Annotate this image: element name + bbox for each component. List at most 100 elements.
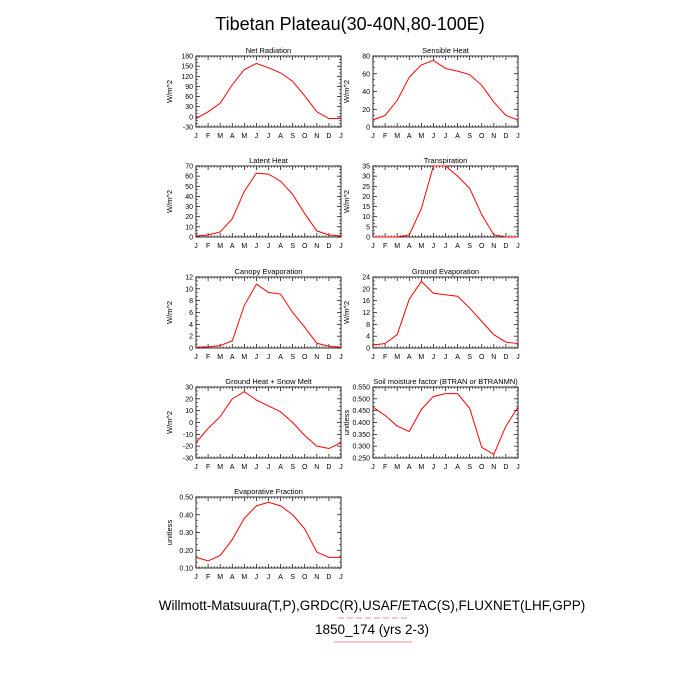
chart-8-xtick-label: J	[444, 464, 448, 471]
chart-6-xtick-label: A	[455, 354, 460, 361]
chart-9-xtick-label: F	[206, 574, 210, 581]
chart-8-xtick-label: M	[418, 464, 424, 471]
chart-5-xtick-label: D	[326, 354, 331, 361]
chart-7-frame	[195, 386, 342, 459]
chart-9-xtick-label: J	[255, 574, 259, 581]
chart-2-xtick-label: M	[394, 133, 400, 140]
chart-3-ytick-label: 0	[189, 235, 193, 242]
chart-9-xtick-label: M	[241, 574, 247, 581]
chart-3-xtick-label: D	[326, 243, 331, 250]
chart-3-ytick-label: 70	[185, 164, 193, 171]
chart-2-xtick-label: M	[418, 133, 424, 140]
chart-1-xtick-label: M	[241, 133, 247, 140]
chart-3-xtick-label: J	[267, 243, 271, 250]
footer-case-name: 1850_174 (yrs 2-3)	[315, 622, 429, 637]
chart-5-xtick-label: J	[339, 354, 343, 361]
chart-6-xtick-label: N	[491, 354, 496, 361]
chart-2-xtick-label: A	[407, 133, 412, 140]
chart-5-ytick-label: 12	[185, 275, 193, 282]
chart-9-xtick-label: N	[314, 574, 319, 581]
chart-9-xtick-label: A	[278, 574, 283, 581]
chart-7-xtick-label: A	[278, 464, 283, 471]
chart-7-xtick-label: O	[302, 464, 308, 471]
chart-3-title: Latent Heat	[249, 156, 289, 165]
chart-7-xtick-label: J	[255, 464, 259, 471]
chart-1-ytick-label: 150	[181, 64, 193, 71]
chart-6-xtick-label: A	[407, 354, 412, 361]
chart-7-ylabel: W/m^2	[165, 411, 174, 434]
chart-1-xtick-label: J	[194, 133, 198, 140]
chart-6-xtick-label: J	[432, 354, 436, 361]
chart-5-ylabel: W/m^2	[165, 301, 174, 324]
chart-3-ytick-label: 40	[185, 194, 193, 201]
chart-6-ytick-label: 0	[366, 346, 370, 353]
chart-4-title: Transpiration	[424, 156, 468, 165]
chart-2-series-line	[372, 59, 519, 121]
chart-3-xtick-label: J	[339, 243, 343, 250]
chart-3-xtick-label: M	[241, 243, 247, 250]
chart-8-xtick-label: A	[455, 464, 460, 471]
chart-3-ytick-label: 60	[185, 174, 193, 181]
chart-7-xtick-label: J	[339, 464, 343, 471]
chart-4-ytick-label: 5	[366, 224, 370, 231]
chart-9-xtick-label: J	[267, 574, 271, 581]
chart-8-xtick-label: D	[503, 464, 508, 471]
chart-8-frame	[372, 386, 519, 459]
chart-7-xtick-label: J	[267, 464, 271, 471]
chart-9-xtick-label: A	[230, 574, 235, 581]
chart-9-series-line	[195, 501, 341, 562]
chart-8-ytick-label: 0.250	[352, 456, 370, 463]
chart-5-xtick-label: N	[314, 354, 319, 361]
chart-9-xtick-label: D	[326, 574, 331, 581]
chart-3-xtick-label: F	[206, 243, 210, 250]
chart-2-ytick-label: 60	[362, 71, 370, 78]
chart-3-xtick-label: S	[290, 243, 295, 250]
chart-6-ylabel: W/m^2	[342, 301, 351, 324]
chart-7-xtick-label: M	[241, 464, 247, 471]
chart-6-ytick-label: 4	[366, 334, 370, 341]
chart-7-xtick-label: S	[290, 464, 295, 471]
chart-7-xtick-label: A	[230, 464, 235, 471]
chart-4-xtick-label: O	[479, 243, 485, 250]
chart-3-xtick-label: A	[278, 243, 283, 250]
chart-5-ytick-label: 2	[189, 334, 193, 341]
chart-2-ytick-label: 80	[362, 54, 370, 61]
chart-1-ytick-label: 0	[189, 114, 193, 121]
chart-4-xtick-label: J	[371, 243, 375, 250]
chart-5-xtick-label: J	[267, 354, 271, 361]
chart-3-series-line	[195, 172, 342, 237]
chart-2-ylabel: W/m^2	[342, 80, 351, 103]
chart-9-xtick-label: J	[339, 574, 343, 581]
chart-5-frame	[195, 276, 342, 349]
chart-1-xtick-label: A	[230, 133, 235, 140]
chart-5-xtick-label: S	[290, 354, 295, 361]
chart-2-ytick-label: 20	[362, 107, 370, 114]
chart-8-xtick-label: F	[383, 464, 387, 471]
chart-9-xtick-label: M	[217, 574, 223, 581]
chart-8-xtick-label: M	[394, 464, 400, 471]
chart-2-xtick-label: A	[455, 133, 460, 140]
chart-5-ytick-label: 6	[189, 310, 193, 317]
chart-6-ytick-label: 24	[362, 275, 370, 282]
chart-2-title: Sensible Heat	[422, 46, 470, 55]
chart-6-xtick-label: S	[467, 354, 472, 361]
chart-5-xtick-label: A	[278, 354, 283, 361]
chart-7-ytick-label: -10	[183, 432, 193, 439]
chart-8-xtick-label: O	[479, 464, 485, 471]
figure-title: Tibetan Plateau(30-40N,80-100E)	[215, 14, 485, 34]
chart-5-xtick-label: F	[206, 354, 210, 361]
chart-4-ytick-label: 35	[362, 164, 370, 171]
chart-2-ytick-label: 40	[362, 89, 370, 96]
chart-3-ylabel: W/m^2	[165, 190, 174, 213]
chart-1-ylabel: W/m^2	[165, 80, 174, 103]
chart-6-title: Ground Evaporation	[412, 267, 479, 276]
chart-7-xtick-label: D	[326, 464, 331, 471]
chart-4-ytick-label: 0	[366, 235, 370, 242]
chart-4-xtick-label: M	[394, 243, 400, 250]
